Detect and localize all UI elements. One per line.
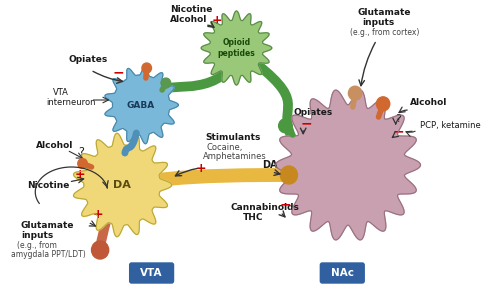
Text: (e.g., from cortex): (e.g., from cortex): [349, 28, 418, 37]
Text: Opiates: Opiates: [293, 108, 332, 117]
Text: Nicotine: Nicotine: [27, 181, 69, 190]
Text: amygdala PPT/LDT): amygdala PPT/LDT): [11, 250, 86, 259]
Text: DA: DA: [262, 160, 277, 170]
Circle shape: [91, 241, 108, 259]
Text: Stimulants: Stimulants: [204, 133, 260, 142]
Circle shape: [78, 159, 87, 168]
Text: GABA: GABA: [127, 101, 155, 110]
Text: (e.g., from: (e.g., from: [17, 241, 57, 250]
Text: Opiates: Opiates: [68, 55, 108, 64]
Text: VTA: VTA: [52, 88, 68, 97]
Text: Cannabinoids: Cannabinoids: [230, 203, 299, 212]
Text: ?: ?: [78, 147, 84, 157]
Text: Alcohol: Alcohol: [169, 15, 206, 24]
Text: ?: ?: [395, 114, 401, 124]
Text: −: −: [392, 124, 404, 138]
Text: inputs: inputs: [21, 231, 53, 240]
Text: −: −: [300, 116, 311, 130]
Text: Glutamate: Glutamate: [21, 221, 74, 230]
Text: interneuron: interneuron: [46, 98, 95, 107]
Circle shape: [142, 63, 151, 73]
Text: Alcohol: Alcohol: [36, 141, 74, 150]
Text: Amphetamines: Amphetamines: [203, 152, 266, 161]
Text: Opioid
peptides: Opioid peptides: [217, 38, 255, 58]
Polygon shape: [275, 90, 420, 240]
Text: +: +: [92, 208, 103, 221]
Circle shape: [278, 119, 291, 133]
Text: Alcohol: Alcohol: [409, 98, 447, 107]
Text: +: +: [211, 14, 222, 27]
FancyBboxPatch shape: [320, 263, 364, 283]
Circle shape: [161, 78, 170, 88]
Text: Nicotine: Nicotine: [169, 5, 212, 14]
Text: PCP, ketamine: PCP, ketamine: [419, 121, 479, 130]
Polygon shape: [105, 66, 178, 144]
Text: −: −: [279, 197, 290, 211]
Text: −: −: [112, 65, 124, 79]
Text: +: +: [195, 162, 205, 175]
Text: VTA: VTA: [140, 268, 163, 278]
Text: +: +: [74, 168, 85, 181]
Circle shape: [347, 86, 361, 100]
Text: inputs: inputs: [362, 18, 394, 27]
Text: Cocaine,: Cocaine,: [206, 143, 243, 152]
Text: THC: THC: [243, 213, 263, 222]
Text: NAc: NAc: [330, 268, 353, 278]
Text: Glutamate: Glutamate: [357, 8, 410, 17]
Polygon shape: [73, 133, 171, 237]
Circle shape: [280, 166, 297, 184]
Text: DA: DA: [113, 180, 131, 190]
Circle shape: [376, 97, 389, 111]
FancyBboxPatch shape: [129, 263, 173, 283]
Polygon shape: [201, 11, 271, 85]
